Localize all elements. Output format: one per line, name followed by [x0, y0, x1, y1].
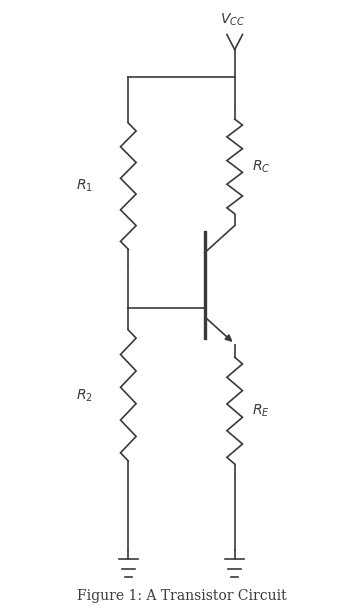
Text: $R_C$: $R_C$ — [252, 158, 271, 175]
Text: $R_E$: $R_E$ — [252, 402, 270, 419]
Text: Figure 1: A Transistor Circuit: Figure 1: A Transistor Circuit — [77, 589, 286, 603]
Text: $V_{CC}$: $V_{CC}$ — [220, 12, 245, 28]
Text: $R_1$: $R_1$ — [76, 178, 93, 194]
Text: $R_2$: $R_2$ — [76, 387, 93, 403]
